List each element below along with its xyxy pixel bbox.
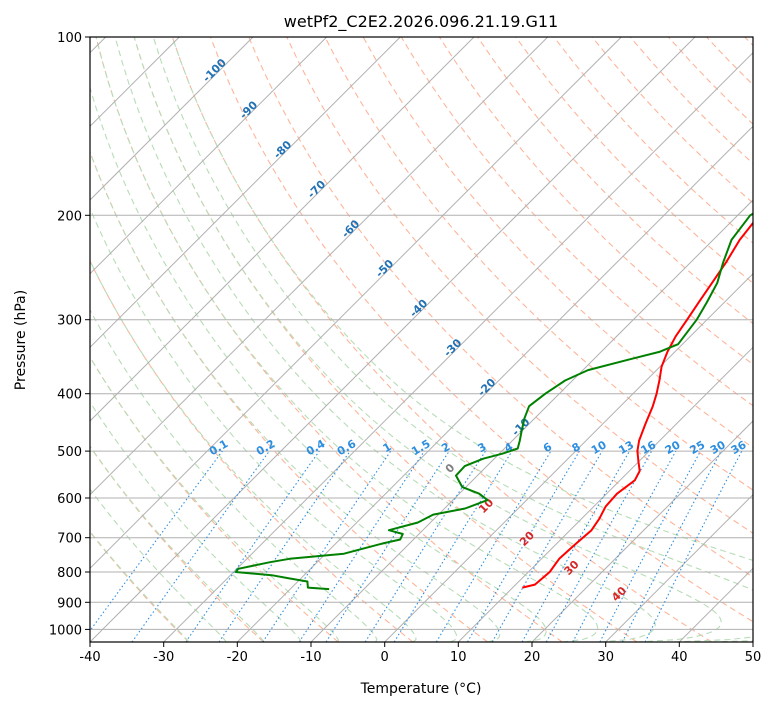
x-tick-label: 30 bbox=[597, 650, 614, 665]
y-tick-label: 600 bbox=[57, 492, 82, 507]
sounding-profiles bbox=[234, 212, 753, 591]
isotherm-grid bbox=[90, 37, 753, 642]
dry-adiabat bbox=[171, 37, 712, 642]
x-tick-label: 50 bbox=[745, 650, 762, 665]
x-axis-ticks: -40 -30 -20 -10 0 10 20 30 40 50 bbox=[79, 642, 761, 665]
isotherm-line bbox=[310, 199, 753, 642]
isotherm-line bbox=[163, 51, 753, 642]
y-tick-label: 500 bbox=[57, 445, 82, 460]
isotherm-line bbox=[90, 37, 401, 349]
y-tick-label: 700 bbox=[57, 532, 82, 547]
dry-adiabat bbox=[248, 37, 753, 578]
y-axis-ticks: 100 200 300 400 500 600 700 800 900 1000 bbox=[49, 31, 90, 638]
plot-frame bbox=[89, 36, 754, 643]
isotherm-line bbox=[90, 37, 549, 496]
moist-adiabat bbox=[90, 150, 501, 642]
dry-adiabat bbox=[90, 259, 414, 642]
y-tick-label: 1000 bbox=[49, 623, 82, 638]
isotherm-line bbox=[384, 272, 753, 642]
moist-adiabat bbox=[114, 37, 656, 642]
x-tick-label: -20 bbox=[227, 650, 248, 665]
y-tick-label: 900 bbox=[57, 596, 82, 611]
isotherm-line bbox=[90, 37, 328, 275]
y-tick-label: 800 bbox=[57, 566, 82, 581]
isotherm-line bbox=[236, 125, 753, 642]
mixing-ratio-line bbox=[131, 450, 270, 642]
moist-adiabat bbox=[152, 37, 753, 642]
moist-adiabat bbox=[95, 37, 599, 642]
dry-adiabat bbox=[209, 37, 753, 623]
mixing-ratio-line bbox=[185, 450, 320, 642]
y-tick-label: 100 bbox=[57, 31, 82, 46]
mixing-ratio-line bbox=[521, 450, 630, 642]
y-tick-label: 200 bbox=[57, 209, 82, 224]
mixing-ratio-line bbox=[393, 450, 513, 642]
profile-line-1 bbox=[234, 212, 753, 591]
isotherm-line bbox=[457, 346, 753, 642]
x-tick-label: -10 bbox=[300, 650, 321, 665]
y-tick-label: 400 bbox=[57, 388, 82, 403]
moist-adiabat bbox=[90, 85, 547, 642]
mixing-ratio-line bbox=[644, 450, 743, 642]
isobar-grid bbox=[90, 37, 753, 630]
x-tick-label: -30 bbox=[153, 650, 174, 665]
dry-adiabat bbox=[286, 37, 753, 534]
isotherm-line bbox=[90, 37, 696, 642]
x-tick-label: 20 bbox=[524, 650, 541, 665]
chart-title: wetPf2_C2E2.2026.096.21.19.G11 bbox=[284, 12, 558, 32]
y-axis-label: Pressure (hPa) bbox=[13, 290, 29, 390]
moist-adiabat bbox=[90, 308, 378, 642]
moist-adiabat bbox=[90, 401, 302, 642]
mixing-ratio-line bbox=[325, 450, 450, 642]
isotherm-line bbox=[90, 37, 622, 570]
isotherm-line bbox=[605, 493, 753, 642]
mixing-ratio-line bbox=[218, 450, 351, 642]
moist-adiabat bbox=[171, 37, 753, 642]
moist-adiabat bbox=[90, 445, 264, 642]
mixing-ratio-line bbox=[298, 450, 425, 642]
isotherm-line bbox=[90, 37, 254, 201]
isotherm-line bbox=[90, 37, 475, 422]
isotherm-line bbox=[531, 420, 753, 642]
x-tick-label: 0 bbox=[381, 650, 389, 665]
profile-line-0 bbox=[522, 221, 753, 589]
moist-adiabat bbox=[90, 259, 417, 642]
dry-adiabat bbox=[515, 37, 753, 284]
x-tick-label: 10 bbox=[450, 650, 467, 665]
mixing-ratio-line bbox=[545, 450, 653, 642]
dry-adiabat bbox=[324, 37, 753, 491]
mixing-ratio-line bbox=[262, 450, 392, 642]
x-tick-label: -40 bbox=[79, 650, 100, 665]
y-tick-label: 300 bbox=[57, 314, 82, 329]
x-axis-label: Temperature (°C) bbox=[360, 681, 482, 697]
mixing-ratio-lines bbox=[90, 450, 743, 642]
dry-adiabat bbox=[90, 356, 339, 642]
x-tick-label: 40 bbox=[671, 650, 688, 665]
dry-adiabats bbox=[90, 37, 753, 642]
mixing-ratio-line bbox=[572, 450, 677, 642]
mixing-ratio-line bbox=[90, 450, 223, 632]
